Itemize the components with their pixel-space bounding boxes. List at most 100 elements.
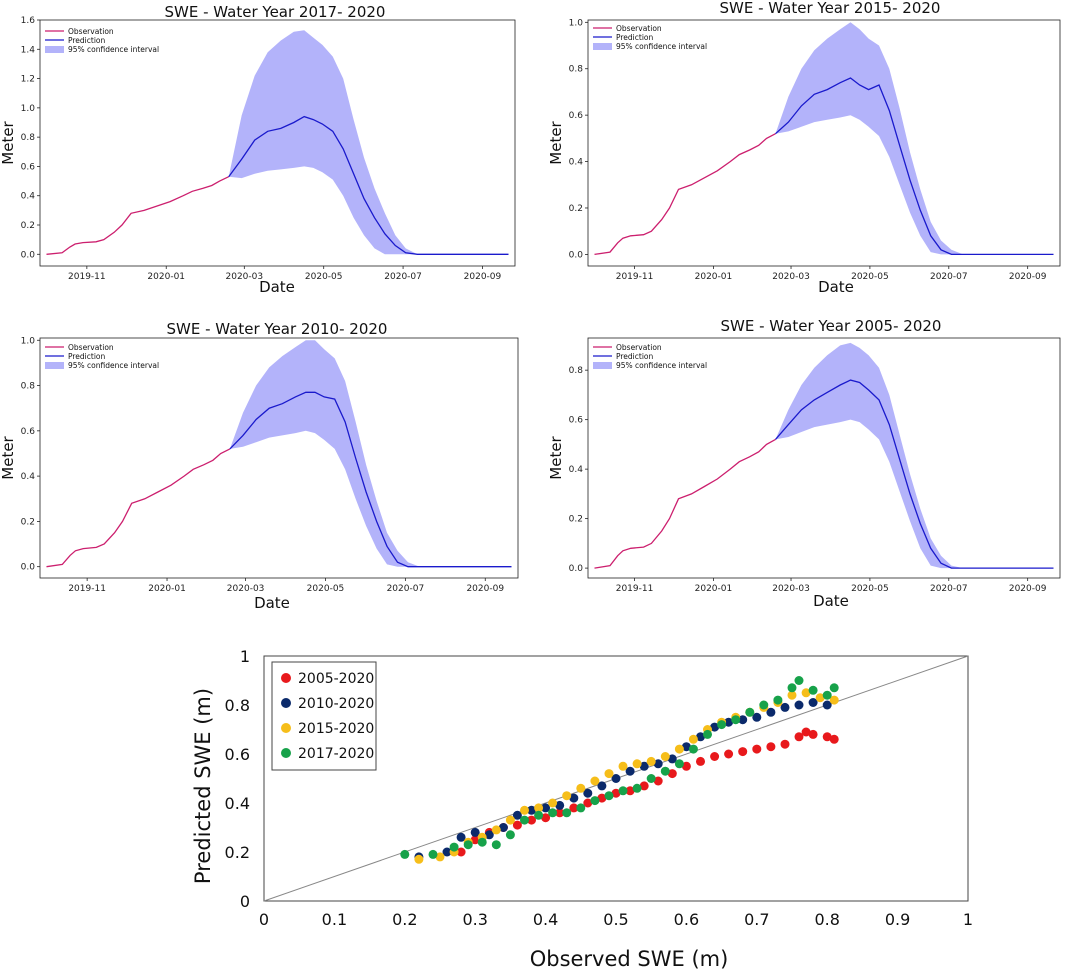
- x-tick-label: 2020-03: [772, 584, 810, 594]
- observation-line: [46, 176, 229, 255]
- scatter-point-2010-2020: [724, 717, 734, 727]
- scatter-point-2017-2020: [534, 810, 544, 820]
- scatter-point-2015-2020: [435, 852, 445, 862]
- plot-frame: [587, 337, 1061, 579]
- scatter-point-2005-2020: [639, 781, 649, 791]
- scatter-point-2017-2020: [829, 683, 839, 693]
- legend-label-observation: Observation: [616, 343, 662, 352]
- scatter-point-2017-2020: [773, 695, 783, 705]
- scatter-point-2017-2020: [717, 720, 727, 730]
- scatter-point-2010-2020: [512, 810, 522, 820]
- scatter-point-2017-2020: [590, 796, 600, 806]
- x-tick-label: 2020-07: [930, 272, 968, 282]
- scatter-point-2015-2020: [505, 815, 515, 825]
- ci-band: [775, 342, 1054, 569]
- legend-label-2017-2020: 2017-2020: [298, 746, 374, 762]
- plot-frame: [39, 337, 519, 579]
- scatter-point-2017-2020: [745, 707, 755, 717]
- legend-marker-2010-2020: [281, 698, 291, 708]
- x-axis-label: Date: [259, 278, 295, 296]
- x-tick-label: 2020-05: [851, 272, 889, 282]
- scatter-point-2005-2020: [829, 734, 839, 744]
- scatter-point-2010-2020: [667, 754, 677, 764]
- y-ticks: 0 0.2 0.4 0.6 0.8 1: [225, 647, 250, 911]
- scatter-point-2005-2020: [710, 752, 720, 761]
- scatter-point-2015-2020: [562, 791, 572, 801]
- x-axis-label: Date: [818, 278, 854, 296]
- ci-band: [775, 22, 1054, 255]
- scatter-point-2010-2020: [681, 742, 691, 752]
- chart-panel-2017-2020: SWE - Water Year 2017- 2020 2019-11 2020-…: [0, 3, 516, 296]
- scatter-point-2015-2020: [576, 783, 586, 793]
- scatter-point-2010-2020: [766, 707, 776, 717]
- observation-line: [594, 438, 776, 569]
- y-tick-label: 0.2: [225, 843, 250, 862]
- scatter-point-2010-2020: [653, 759, 663, 769]
- y-tick-label: 0.6: [225, 745, 250, 764]
- legend-label-ci: 95% confidence interval: [68, 361, 159, 370]
- scatter-point-2017-2020: [491, 840, 501, 850]
- y-ticks: 0.0 0.2 0.4 0.6 0.8 1.0 1.2 1.4 1.6: [21, 16, 40, 260]
- scatter-point-2010-2020: [794, 700, 804, 710]
- x-tick-label: 2020-09: [464, 272, 502, 282]
- x-tick-label: 2019-11: [616, 584, 654, 594]
- scatter-point-2010-2020: [738, 715, 748, 725]
- plot-area: 2019-11 2020-01 2020-03 2020-05 2020-07 2020-…: [569, 18, 1061, 282]
- scatter-point-2017-2020: [428, 849, 438, 859]
- y-tick-label: 1: [240, 647, 250, 666]
- scatter-point-2017-2020: [477, 837, 487, 847]
- legend-swatch-ci: [593, 362, 612, 369]
- legend-swatch-ci: [45, 46, 64, 53]
- scatter-point-2017-2020: [463, 840, 473, 850]
- y-tick-label: 0.0: [21, 250, 36, 260]
- scatter-point-2010-2020: [639, 761, 649, 771]
- plot-frame: [263, 655, 969, 902]
- legend-swatch-ci: [45, 362, 64, 369]
- scatter-point-2017-2020: [548, 808, 558, 818]
- legend: Observation Prediction 95% confidence in…: [45, 343, 159, 370]
- scatter-point-2005-2020: [752, 744, 762, 754]
- scatter-point-2010-2020: [696, 732, 705, 742]
- scatter-point-2015-2020: [815, 693, 825, 703]
- scatter-point-2017-2020: [400, 849, 410, 859]
- x-tick-label: 2019-11: [68, 584, 106, 594]
- scatter-point-2005-2020: [555, 808, 565, 818]
- y-tick-label: 0.6: [21, 427, 36, 437]
- scatter-point-2005-2020: [456, 847, 466, 857]
- scatter-point-2005-2020: [569, 803, 579, 813]
- scatter-point-2010-2020: [822, 700, 832, 710]
- legend-swatch-ci: [593, 43, 612, 50]
- legend-label-observation: Observation: [68, 27, 114, 36]
- y-tick-label: 0.8: [569, 65, 584, 75]
- scatter-point-2015-2020: [829, 695, 839, 705]
- prediction-line: [229, 391, 512, 568]
- scatter-point-2015-2020: [688, 734, 698, 744]
- scatter-point-2015-2020: [618, 761, 628, 771]
- scatter-point-2015-2020: [604, 769, 614, 779]
- chart-title: SWE - Water Year 2005- 2020: [721, 317, 942, 335]
- scatter-point-2005-2020: [822, 732, 832, 742]
- x-tick-label: 0.2: [392, 910, 417, 929]
- x-ticks: 2019-11 2020-01 2020-03 2020-05 2020-07 2020-…: [616, 266, 1047, 282]
- x-tick-label: 2020-07: [930, 584, 968, 594]
- scatter-point-2017-2020: [646, 774, 656, 783]
- x-tick-label: 1: [963, 910, 973, 929]
- prediction-line: [775, 379, 1054, 569]
- x-tick-label: 2020-09: [466, 584, 504, 594]
- chart-title: SWE - Water Year 2017- 2020: [165, 3, 386, 21]
- scatter-point-2017-2020: [576, 803, 586, 813]
- y-tick-label: 0.4: [225, 794, 250, 813]
- scatter-point-2017-2020: [520, 815, 529, 825]
- scatter-point-2010-2020: [597, 781, 607, 791]
- legend-label-2005-2020: 2005-2020: [298, 671, 374, 687]
- x-tick-label: 2020-01: [695, 272, 733, 282]
- ci-band: [229, 340, 512, 567]
- y-tick-label: 0.4: [21, 192, 36, 202]
- x-tick-label: 2020-05: [305, 272, 343, 282]
- scatter-point-2017-2020: [688, 744, 698, 754]
- y-tick-label: 1.2: [21, 75, 35, 85]
- chart-panel-2015-2020: SWE - Water Year 2015- 2020 2019-11 2020-…: [547, 0, 1061, 296]
- x-tick-label: 2020-01: [148, 584, 186, 594]
- scatter-point-2017-2020: [731, 715, 741, 725]
- y-axis-label: Predicted SWE (m): [191, 688, 215, 884]
